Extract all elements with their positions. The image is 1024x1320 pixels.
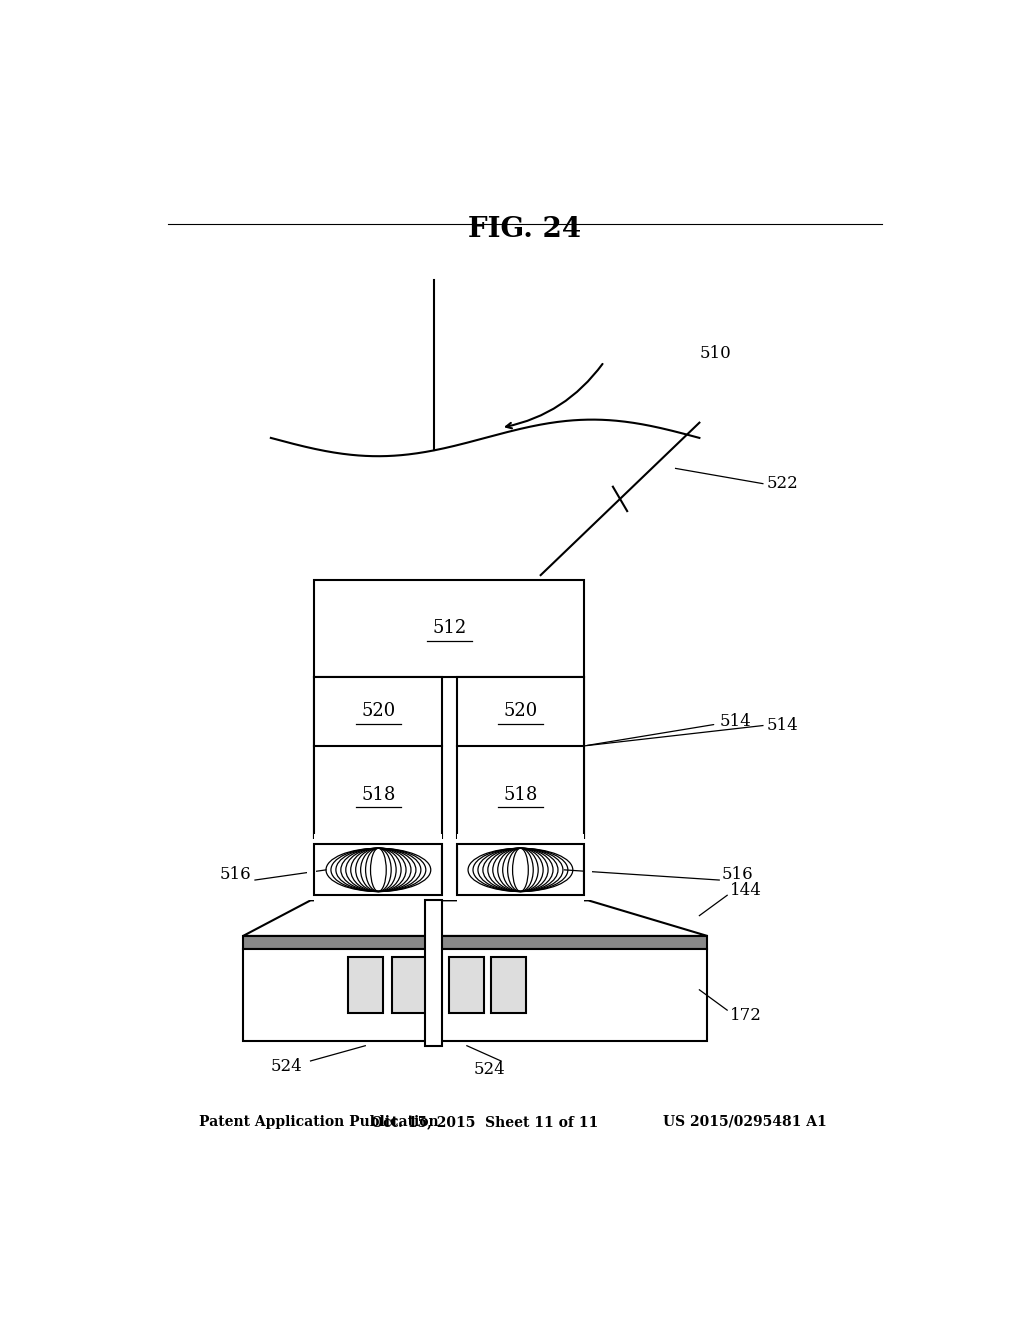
Text: Patent Application Publication: Patent Application Publication [200,1115,439,1129]
Bar [306,840,316,900]
Polygon shape [243,900,708,936]
Text: 144: 144 [729,882,762,899]
Bar [314,845,442,895]
Text: FIG. 24: FIG. 24 [468,216,582,243]
Text: Oct. 15, 2015  Sheet 11 of 11: Oct. 15, 2015 Sheet 11 of 11 [372,1115,599,1129]
Bar [314,845,442,895]
Text: 518: 518 [361,787,395,804]
Text: 514: 514 [767,717,799,734]
Bar [314,894,442,906]
Bar [314,581,585,845]
Bar [243,936,708,949]
Text: 518: 518 [503,787,538,804]
Text: 172: 172 [729,1007,762,1024]
Text: 512: 512 [432,619,467,638]
Bar [314,834,442,846]
Bar [440,840,451,900]
Text: 524: 524 [270,1057,303,1074]
Bar [457,845,585,895]
Bar [425,900,442,1045]
Text: 520: 520 [361,702,395,721]
Bar [314,677,442,845]
Bar [392,957,427,1014]
Text: 514: 514 [587,713,751,746]
Bar [457,845,585,895]
Text: 516: 516 [219,866,251,883]
Bar [449,840,458,900]
Bar [457,894,585,906]
Text: 516: 516 [722,866,754,883]
Bar [243,949,708,1040]
Bar [457,677,585,845]
Text: US 2015/0295481 A1: US 2015/0295481 A1 [663,1115,826,1129]
Bar [583,840,592,900]
Text: 510: 510 [699,345,731,362]
Text: 522: 522 [767,475,799,492]
Bar [457,834,585,846]
Bar [348,957,383,1014]
Bar [492,957,526,1014]
Text: 524: 524 [473,1060,505,1077]
Text: 520: 520 [504,702,538,721]
Bar [450,957,484,1014]
